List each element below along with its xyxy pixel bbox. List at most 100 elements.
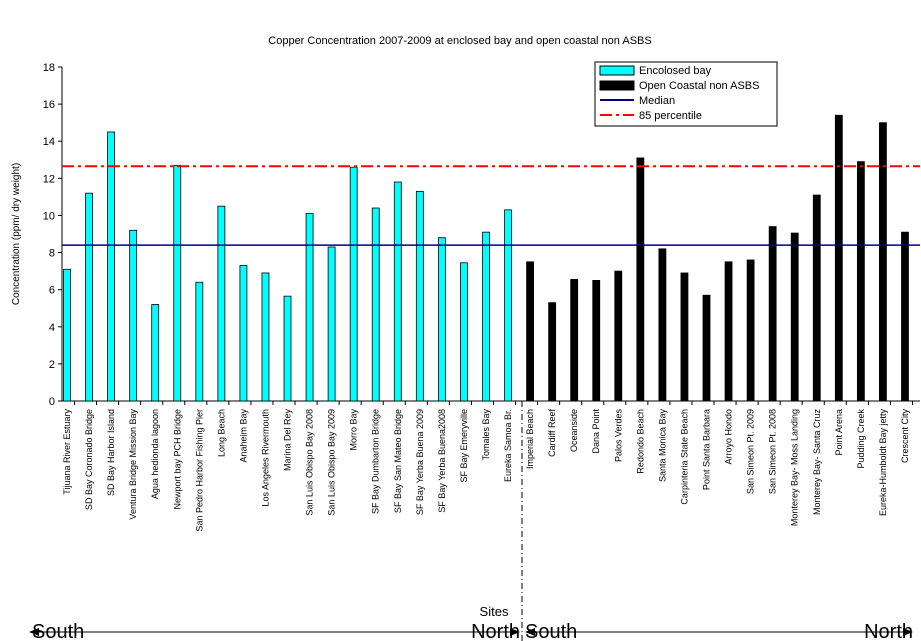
bar	[592, 279, 601, 402]
x-tick-label: Tomales Bay	[481, 409, 491, 461]
x-tick-label: Long Beach	[216, 409, 226, 457]
x-tick-label: Redondo Beach	[635, 409, 645, 474]
bar	[173, 164, 182, 402]
annotation: North	[471, 621, 520, 641]
bar	[349, 166, 358, 402]
x-tick-label: Los Angeles Rivermouth	[260, 409, 270, 507]
x-tick-label: San Simeon Pt. 2009	[746, 409, 756, 494]
bar	[901, 231, 909, 402]
bar	[371, 207, 380, 402]
bar	[570, 279, 579, 402]
x-tick-label: Arroyo Hondo	[724, 409, 734, 465]
x-axis-label: Sites	[480, 604, 509, 619]
x-tick-label: Tijuana River Estuary	[62, 409, 72, 495]
x-tick-label: Eureka Samoa Br.	[503, 409, 513, 482]
bar	[239, 265, 248, 402]
x-tick-label: Point Santa Barbara	[702, 409, 712, 490]
y-tick-label: 6	[49, 285, 55, 297]
bar	[856, 161, 865, 402]
y-tick-label: 0	[49, 396, 55, 408]
y-tick-label: 12	[43, 173, 55, 185]
y-tick-label: 18	[43, 62, 55, 74]
x-tick-label: SF Bay Yerba Buena 2009	[415, 409, 425, 515]
y-tick-label: 8	[49, 248, 55, 260]
y-tick-label: 14	[43, 136, 55, 148]
x-tick-label: Ventura Bridge Mission Bay	[128, 409, 138, 520]
legend-label: Open Coastal non ASBS	[639, 80, 759, 92]
bar	[746, 259, 755, 402]
x-tick-label: San Simeon Pt. 2008	[768, 409, 778, 494]
bar	[305, 213, 314, 402]
x-tick-label: Agua hedionda lagoon	[150, 409, 160, 499]
x-tick-label: Carpinteria State Beach	[679, 409, 689, 505]
bar	[879, 122, 887, 402]
x-tick-label: SF Bay San Mateo Bridge	[393, 409, 403, 513]
x-tick-label: Monterey Bay- Moss Landing	[790, 409, 800, 526]
x-tick-label: Morro Bay	[349, 409, 359, 451]
bar	[261, 272, 270, 402]
annotation: North	[864, 621, 913, 641]
y-tick-label: 16	[43, 99, 55, 111]
chart-title: Copper Concentration 2007-2009 at enclos…	[268, 35, 651, 47]
x-tick-label: SF Bay Emeryville	[459, 409, 469, 483]
x-tick-label: San Luis Obispo Bay 2009	[327, 409, 337, 516]
bar	[614, 270, 623, 402]
bar	[85, 192, 93, 402]
x-tick-label: Imperial Beach	[525, 409, 535, 469]
bar	[790, 232, 799, 402]
bar	[195, 281, 204, 402]
y-tick-label: 2	[49, 359, 55, 371]
bar	[482, 231, 490, 402]
x-tick-label: Cardiff Reef	[547, 409, 557, 457]
x-tick-label: Monterey Bay- Santa Cruz	[812, 409, 822, 516]
x-tick-label: SF Bay Yerba Buena2008	[437, 409, 447, 513]
x-tick-label: San Luis Obispo Bay 2008	[305, 409, 315, 516]
bar	[415, 190, 424, 402]
legend-swatch	[599, 65, 635, 76]
bar	[834, 114, 843, 402]
x-tick-label: Crescent City	[900, 409, 910, 464]
x-tick-label: Santa Monica Bay	[657, 409, 667, 483]
x-tick-label: Palos Verdes	[613, 409, 623, 463]
legend-label: Encolosed bay	[639, 65, 712, 77]
annotation: South	[32, 621, 84, 641]
bar	[702, 294, 711, 402]
x-tick-label: Marina Del Rey	[283, 409, 293, 472]
bar	[327, 246, 336, 402]
bar	[393, 181, 402, 402]
bar	[129, 229, 138, 402]
legend-label: 85 percentile	[639, 110, 702, 122]
bar	[680, 272, 689, 402]
bar	[437, 237, 446, 402]
bar	[63, 268, 71, 402]
x-tick-label: SD Bay Coronado Bridge	[84, 409, 94, 510]
bar	[504, 209, 512, 402]
legend-label: Median	[639, 95, 675, 107]
bar	[460, 262, 468, 402]
annotation: South	[525, 621, 577, 641]
x-tick-label: Dana Point	[591, 409, 601, 454]
bar	[151, 304, 160, 402]
bar	[526, 261, 534, 402]
x-tick-label: Eureka-Humboldt Bay jetty	[878, 409, 888, 517]
bar	[217, 205, 226, 402]
bar	[283, 295, 292, 402]
bar	[724, 261, 733, 402]
x-tick-label: Pudding Creek	[856, 409, 866, 469]
bar	[636, 157, 645, 402]
x-tick-label: SD Bay Harbor Island	[106, 409, 116, 496]
x-tick-label: SF Bay Dumbarton Bridge	[371, 409, 381, 514]
legend-swatch	[599, 80, 635, 91]
bar	[812, 194, 821, 402]
x-tick-label: San Pedro Harbor Fishing Pier	[194, 409, 204, 532]
bar	[768, 226, 777, 402]
y-axis-label: Concentration (ppm/ dry weight)	[11, 163, 22, 305]
bar	[107, 131, 116, 402]
bar	[548, 302, 557, 402]
x-tick-label: Anaheim Bay	[238, 409, 248, 463]
x-tick-label: Newport bay PCH Bridge	[172, 409, 182, 510]
y-tick-label: 10	[43, 210, 55, 222]
bar	[658, 248, 667, 402]
x-tick-label: Point Arena	[834, 409, 844, 456]
